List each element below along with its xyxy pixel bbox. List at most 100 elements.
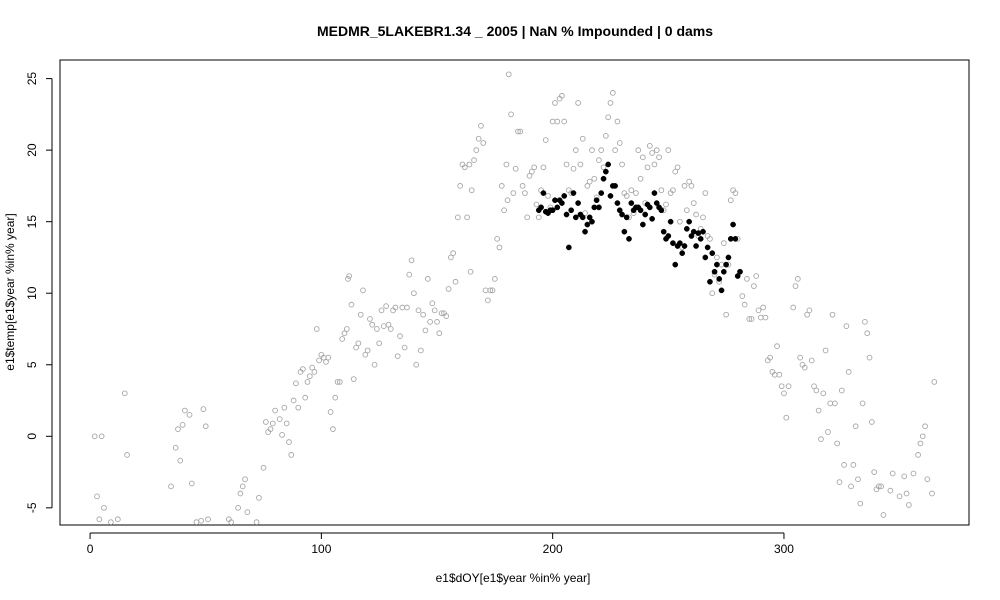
data-point [383,303,389,309]
data-point [838,387,845,394]
data-point [473,147,480,153]
data-point [737,268,743,275]
data-point [702,190,709,196]
data-point [831,400,838,407]
data-point [584,183,591,189]
data-point [644,164,651,171]
data-point [642,211,649,218]
data-point [598,190,605,196]
data-point [762,314,769,321]
data-point [568,207,575,214]
data-point [725,254,732,261]
data-point [533,201,540,208]
data-point [746,316,753,322]
data-point [880,512,887,518]
data-point [570,165,577,172]
data-point [337,379,343,385]
data-point [753,273,760,279]
data-point [670,240,676,246]
data-point [794,276,801,282]
data-point [646,204,653,211]
data-point [651,161,658,168]
data-point [369,321,376,328]
data-point [670,187,676,194]
data-point [575,100,581,106]
data-point [360,287,366,294]
data-point [485,297,491,304]
data-point [371,361,378,368]
data-point [903,490,910,497]
x-tick-label: 300 [774,542,794,556]
data-point [818,436,824,443]
data-point [561,118,568,125]
data-point [855,476,861,483]
data-point [276,416,283,422]
data-point [859,400,866,407]
data-point [401,344,408,351]
data-point [878,483,884,490]
data-point [508,111,514,118]
data-point [413,361,420,368]
data-point [311,369,318,375]
x-tick-label: 100 [311,542,331,556]
data-point [345,276,351,282]
data-point [649,150,655,156]
data-point [651,190,658,196]
data-point [202,423,209,430]
data-point [397,333,403,339]
data-point [603,168,609,175]
data-point [922,423,928,430]
data-point [792,283,799,289]
data-point [364,347,371,354]
data-point [690,200,697,206]
data-point [852,423,859,430]
data-point [811,383,817,390]
data-point [714,254,720,261]
data-point [101,504,107,511]
data-point [420,311,426,318]
data-point [709,290,716,297]
data-point [452,278,459,285]
data-point [290,397,297,404]
data-point [489,287,496,294]
data-point [711,268,718,275]
data-point [797,354,804,361]
data-point [404,304,410,311]
data-point [875,483,882,490]
data-point [688,183,695,189]
y-tick-label: 15 [25,215,39,229]
data-point [813,387,820,394]
data-point [98,433,105,440]
data-point [332,394,339,401]
data-point [496,244,503,251]
data-point [767,354,773,361]
data-point [924,476,931,483]
data-point [498,183,505,189]
data-point [901,473,908,480]
data-point [334,379,341,385]
data-point [362,351,369,358]
data-point [628,187,635,194]
data-point [350,376,357,382]
data-point [741,301,748,308]
data-point [727,197,734,204]
data-point [438,310,445,317]
data-point [640,221,646,228]
data-point [327,409,334,415]
data-point [399,304,406,311]
data-point [563,161,570,168]
data-point [526,173,533,179]
data-point [757,314,764,321]
data-point [612,183,618,189]
data-point [889,470,896,477]
data-point [614,118,621,125]
data-point [205,516,211,523]
data-point [179,421,186,428]
data-point [572,214,579,221]
data-point [367,316,373,322]
data-point [862,318,868,325]
chart-title: MEDMR_5LAKEBR1.34 _ 2005 | NaN % Impound… [317,23,713,39]
data-point [461,164,468,171]
data-point [408,257,415,264]
data-point [582,228,588,235]
